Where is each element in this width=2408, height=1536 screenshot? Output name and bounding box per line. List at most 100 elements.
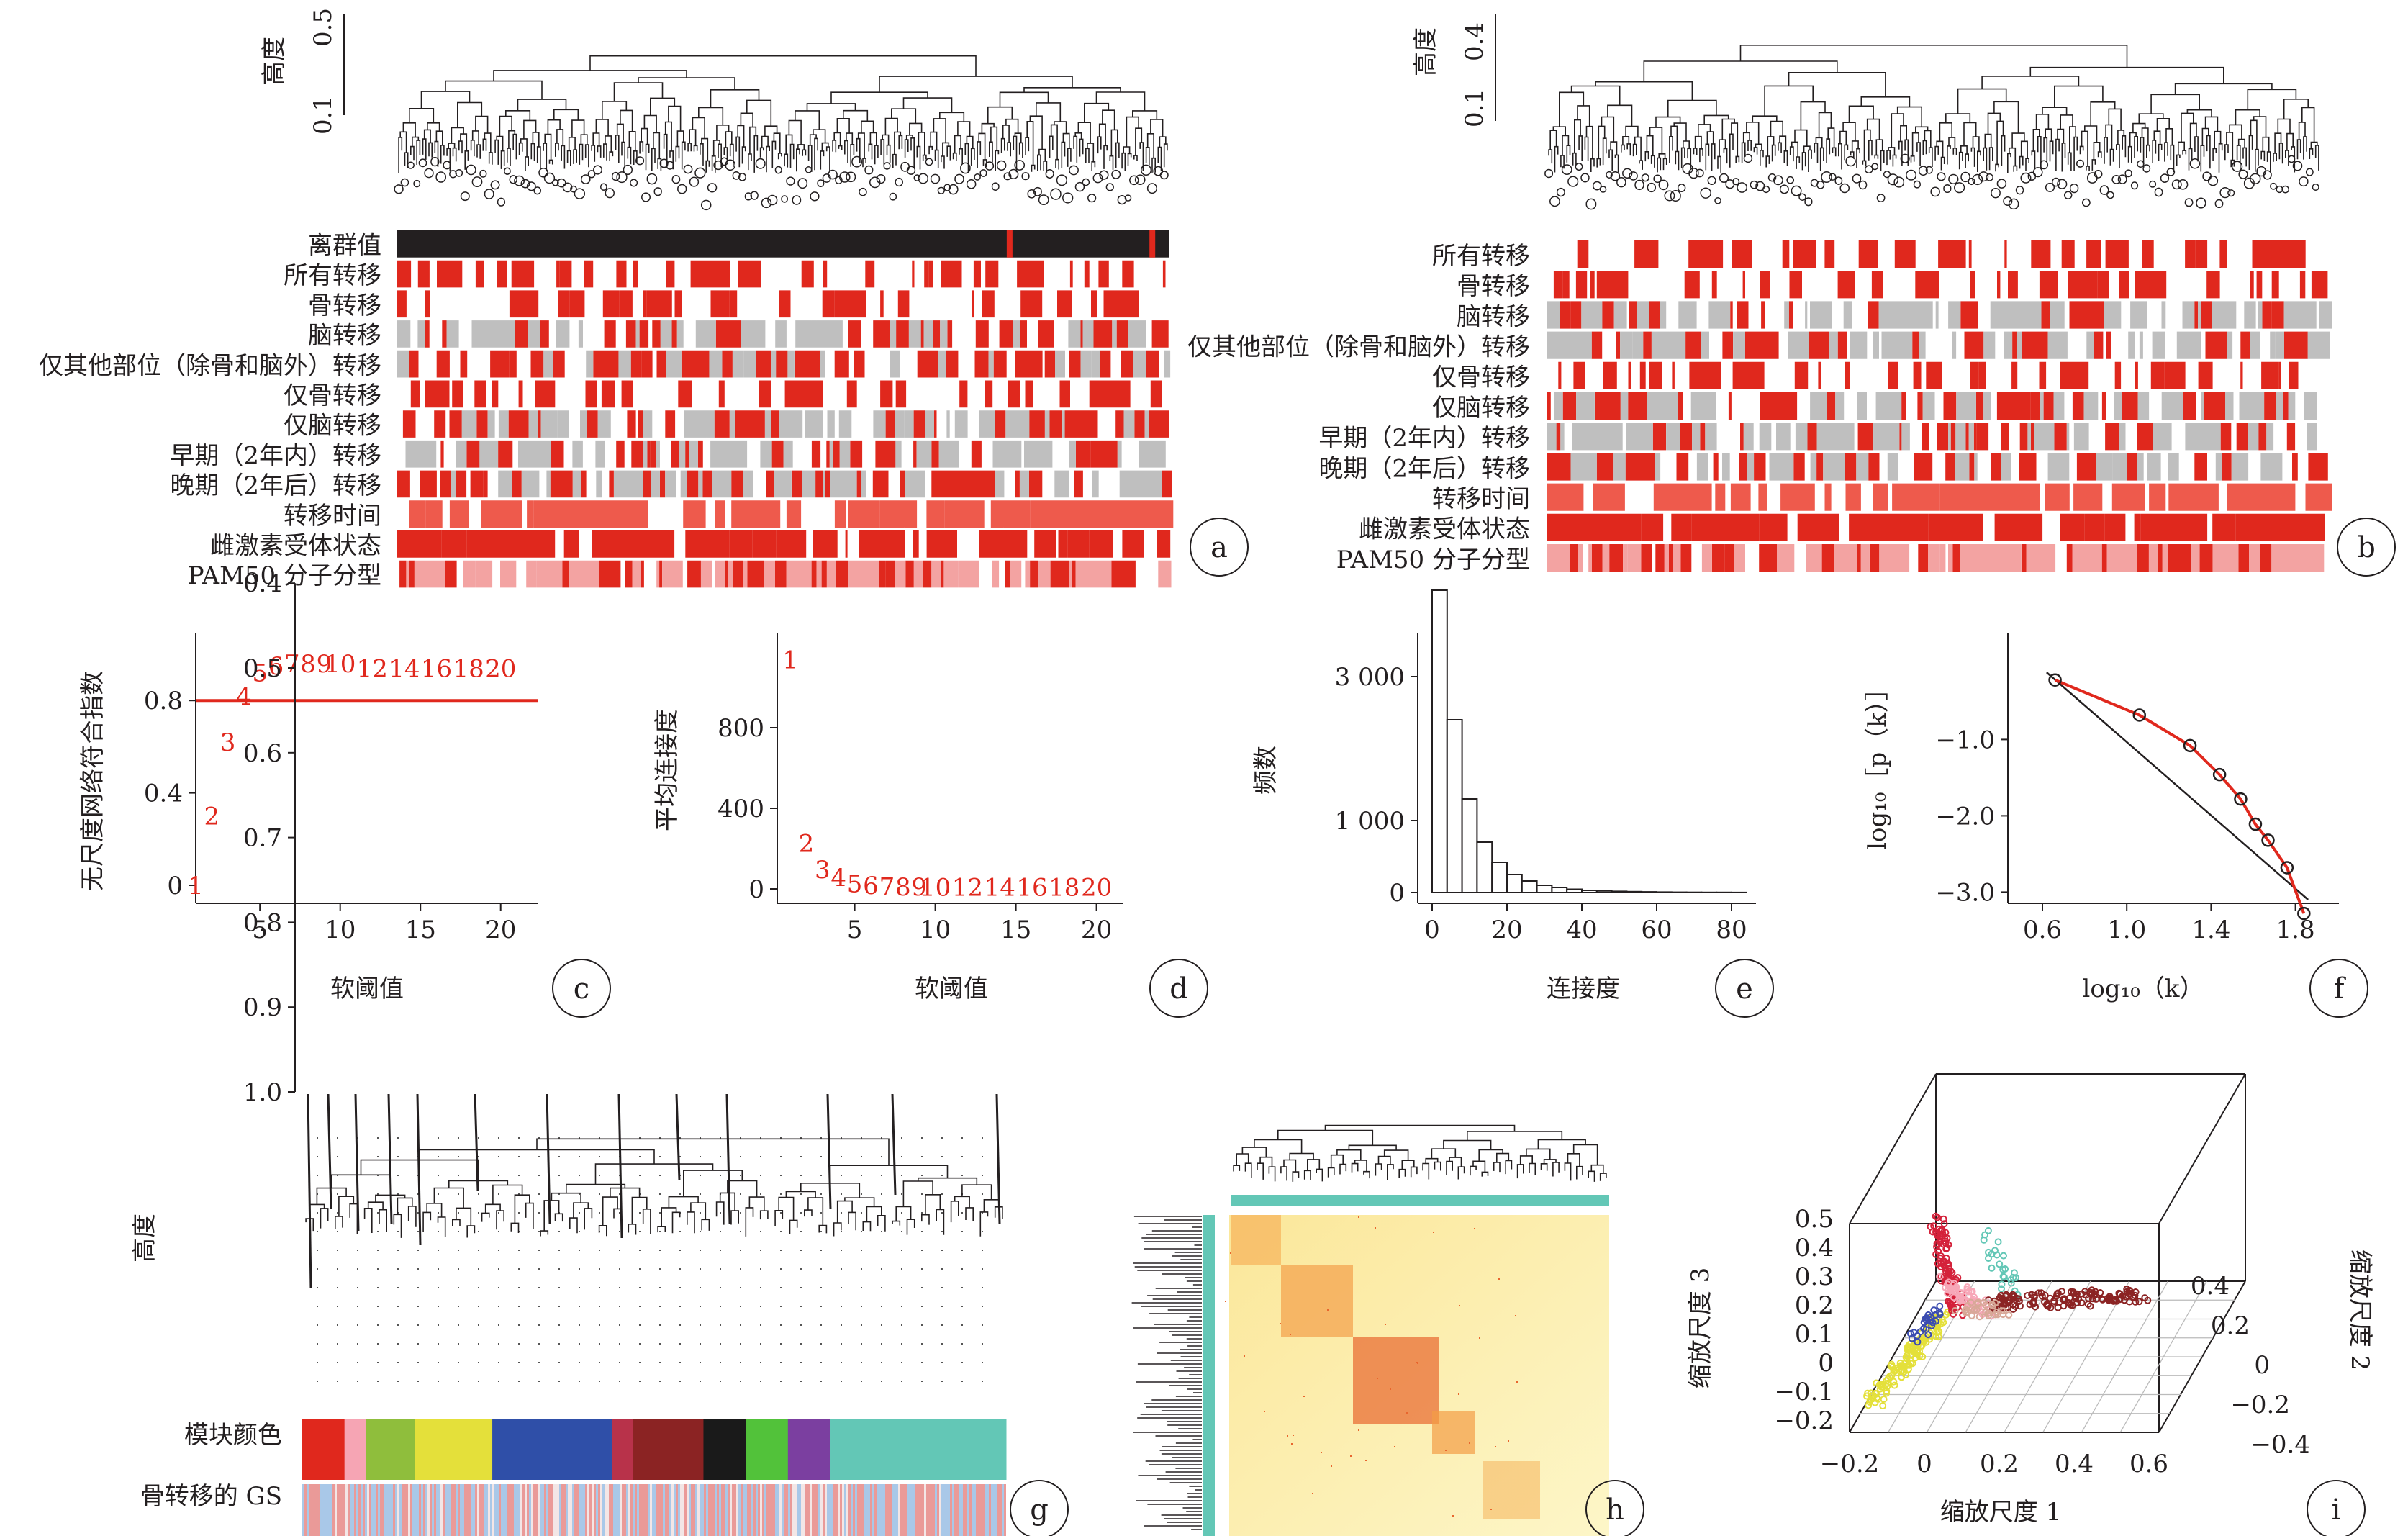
panel-i: −0.2 0 0.2 0.4 0.6−0.2−0.100.10.20.30.40.5−0… <box>1686 1073 2374 1536</box>
panel-c-ytick-2: 0.8 <box>144 687 183 715</box>
panel-g-track-label-1: 骨转移的 GS <box>140 1482 282 1511</box>
panel-d-point-1: 2 <box>799 829 815 858</box>
panel-b-ytick-0: 0.1 <box>1460 89 1489 127</box>
panel-i-ztick-1: −0.2 <box>2230 1391 2290 1419</box>
panel-h-badge <box>1585 1480 1644 1536</box>
panel-c-ytick-0: 0 <box>167 872 183 900</box>
panel-g-ytick-5: 0.9 <box>243 993 282 1022</box>
panel-g-drop-6 <box>546 1093 551 1224</box>
panel-h-top-colorbar <box>1231 1195 1609 1206</box>
panel-d-xtick-0: 5 <box>847 916 863 944</box>
panel-a-tracks <box>397 230 1174 588</box>
panel-e-letter: e <box>1736 972 1753 1006</box>
panel-d-point-8: 9 <box>911 873 927 902</box>
panel-i-ytick-4: 0.2 <box>1795 1291 1834 1320</box>
panel-h-left-dendrogram <box>1131 1216 1202 1530</box>
panel-b-track-label-9: 雌激素受体状态 <box>1359 515 1530 544</box>
panel-a-track-row-1-fill <box>397 260 1166 288</box>
panel-f-xtick-2: 1.4 <box>2191 916 2230 944</box>
panel-f-xtick-3: 1.8 <box>2276 916 2315 944</box>
panel-b-track-row-6-fill <box>1556 423 2296 451</box>
panel-d-point-9: 10 <box>920 873 951 902</box>
panel-a-track-row-2-fill <box>397 290 1139 318</box>
panel-a-track-label-1: 所有转移 <box>284 261 381 290</box>
panel-f-xlabel: log₁₀（k） <box>2083 975 2204 1003</box>
panel-h-letter: h <box>1606 1494 1624 1527</box>
panel-d-point-13: 18 <box>1049 874 1079 903</box>
panel-g-dendrogram-branches <box>305 1138 1003 1238</box>
panel-b-tracks <box>1547 240 2332 572</box>
panel-e: 频数 连接度 0 20 40 60 80 0 1 000 3 000 e <box>1251 589 1774 1018</box>
panel-d-marks: 123 4 5 6 7 8 910 12 14 16 18 20 <box>782 646 1112 903</box>
panel-f-point-7 <box>2280 861 2294 875</box>
panel-d-xtick-1: 10 <box>920 916 951 944</box>
panel-a-track-row-5-fill <box>410 380 1162 408</box>
panel-b-track-row-7-bg <box>1547 453 2320 481</box>
panel-e-xtick-2: 40 <box>1566 916 1597 944</box>
panel-c-point-0: 1 <box>188 872 204 900</box>
panel-i-ytick-2: 0 <box>1818 1349 1834 1378</box>
panel-i-xtick-4: 0.6 <box>2129 1450 2168 1478</box>
panel-i-cluster-2 <box>1927 1212 1969 1319</box>
panel-d-badge <box>1149 959 1208 1018</box>
panel-g-ytick-3: 0.7 <box>243 824 282 853</box>
panel-i-ztick-3: 0.2 <box>2211 1311 2250 1340</box>
panel-e-bar-11 <box>1595 890 1613 894</box>
panel-f-letter: f <box>2334 972 2347 1006</box>
panel-i-zlabel: 缩放尺度 2 <box>2345 1250 2374 1370</box>
panel-d-letter: d <box>1169 972 1188 1006</box>
panel-a-track-row-0-flag-1 <box>1149 230 1156 258</box>
panel-b-track-label-7: 晚期（2年后）转移 <box>1318 454 1530 483</box>
panel-a-track-row-3-fill <box>425 320 1169 348</box>
panel-b-track-label-10: PAM50 分子分型 <box>1336 546 1530 574</box>
panel-c-xtick-1: 10 <box>325 916 356 944</box>
panel-a-track-label-3: 脑转移 <box>308 322 381 351</box>
panel-g-drop-5 <box>474 1093 479 1192</box>
panel-g-badge <box>1010 1480 1069 1536</box>
panel-g-axes: 0.4 0.5 0.6 0.7 0.8 0.9 1.0 <box>243 569 983 1382</box>
panel-a-track-label-11: PAM50 分子分型 <box>188 561 381 590</box>
panel-h-top-dendrogram-branches <box>1233 1124 1607 1182</box>
panel-e-badge <box>1715 959 1774 1018</box>
panel-i-box-edge-1 <box>2158 1073 2246 1224</box>
panel-e-bar-13 <box>1626 890 1643 894</box>
panel-e-bar-6 <box>1521 880 1538 893</box>
panel-i-ytick-6: 0.4 <box>1795 1234 1834 1262</box>
panel-f-ytick-1: −2.0 <box>1935 802 1995 831</box>
panel-d-point-0: 1 <box>782 646 798 675</box>
panel-g-drop-4 <box>416 1093 422 1246</box>
panel-d-point-3: 4 <box>830 864 846 893</box>
panel-e-xtick-4: 80 <box>1716 916 1747 944</box>
panel-f-point-8 <box>2297 906 2311 921</box>
panel-c-point-3: 4 <box>236 682 252 711</box>
panel-i-ylabel: 缩放尺度 3 <box>1686 1268 1715 1388</box>
panel-b-track-row-1-fill <box>1553 271 2328 299</box>
panel-h-block-1 <box>1281 1265 1353 1337</box>
panel-c-point-14: 20 <box>485 654 516 683</box>
panel-a-track-row-11-alt <box>406 560 1172 588</box>
panel-i-ytick-1: −0.1 <box>1774 1378 1834 1406</box>
panel-b-track-label-6: 早期（2年内）转移 <box>1318 424 1530 453</box>
panel-b-track-row-8-fill <box>1547 483 2332 511</box>
panel-a-dendrogram <box>394 55 1169 211</box>
panel-a: 高度 0.1 0.5 离群值所有转移骨转移脑转移仅其他部位（除骨和脑外）转移仅骨… <box>39 8 1249 590</box>
panel-e-bar-15 <box>1656 891 1673 894</box>
panel-f-xtick-1: 1.0 <box>2107 916 2146 944</box>
panel-a-track-row-7-alt <box>405 440 1166 468</box>
panel-b-track-row-5-fill <box>1547 392 2289 420</box>
panel-g-ytick-6: 1.0 <box>243 1078 282 1107</box>
panel-f-fit-line <box>2046 672 2309 900</box>
panel-e-bar-9 <box>1566 888 1583 893</box>
panel-d-point-12: 16 <box>1016 874 1047 903</box>
panel-i-xtick-0: −0.2 <box>1820 1450 1880 1478</box>
panel-a-track-label-4: 仅其他部位（除骨和脑外）转移 <box>39 351 381 380</box>
panel-c-point-9: 10 <box>325 650 356 679</box>
panel-e-xtick-0: 0 <box>1424 916 1440 944</box>
panel-e-bar-2 <box>1461 798 1478 893</box>
panel-b-track-row-0-fill <box>1577 240 2306 268</box>
panel-g-drop-1 <box>327 1093 332 1210</box>
panel-i-box-edge-3 <box>1849 1073 1937 1224</box>
